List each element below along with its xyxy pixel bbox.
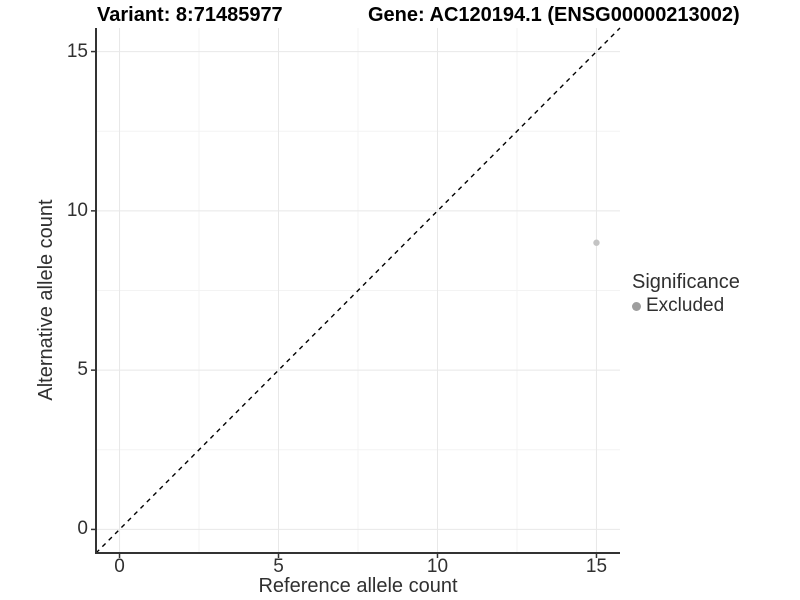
identity-dashed-line <box>95 27 621 554</box>
x-tick-label: 5 <box>273 556 284 577</box>
x-tick-label: 10 <box>426 556 449 577</box>
data-point <box>593 239 600 246</box>
plot-title-gene: Gene: AC120194.1 (ENSG00000213002) <box>368 4 740 26</box>
x-axis-title: Reference allele count <box>258 575 458 597</box>
y-tick-label: 5 <box>77 359 88 381</box>
y-tick-label: 10 <box>66 199 88 221</box>
y-tick-label: 0 <box>77 518 88 540</box>
y-tick-label: 15 <box>66 40 88 62</box>
x-tick-label: 0 <box>114 556 125 577</box>
plot-title-variant: Variant: 8:71485977 <box>97 4 283 26</box>
legend-entries: Excluded <box>632 295 740 317</box>
legend-entry: Excluded <box>632 295 740 317</box>
legend-key-dot-icon <box>632 301 641 311</box>
legend-entry-label: Excluded <box>646 295 725 316</box>
y-axis-title: Alternative allele count <box>35 199 57 401</box>
x-tick-label: 15 <box>585 556 608 577</box>
legend: Significance Excluded <box>632 270 740 317</box>
legend-title: Significance <box>632 271 740 293</box>
